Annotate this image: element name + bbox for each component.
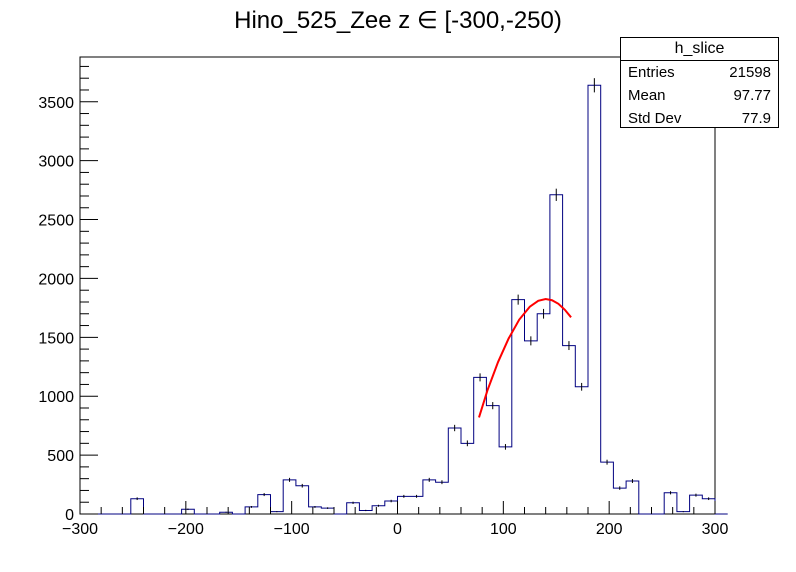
x-tick-label: 200 [596, 521, 623, 538]
y-tick-label: 0 [65, 507, 74, 524]
chart-title: Hino_525_Zee z ∈ [-300,-250) [234, 7, 562, 34]
stats-value: 21598 [729, 64, 771, 81]
y-tick-label: 3500 [38, 95, 74, 112]
stats-row-stddev: Std Dev 77.9 [621, 107, 778, 130]
stats-row-entries: Entries 21598 [621, 61, 778, 84]
stats-row-mean: Mean 97.77 [621, 84, 778, 107]
y-tick-label: 1500 [38, 330, 74, 347]
x-tick-label: 100 [490, 521, 517, 538]
y-tick-label: 1000 [38, 389, 74, 406]
stats-label: Std Dev [628, 110, 682, 127]
x-tick-label: 0 [393, 521, 402, 538]
x-tick-label: −200 [168, 521, 204, 538]
stats-value: 97.77 [733, 87, 771, 104]
x-tick-label: −300 [62, 521, 98, 538]
y-tick-label: 2500 [38, 213, 74, 230]
y-tick-label: 2000 [38, 271, 74, 288]
stats-label: Entries [628, 64, 675, 81]
stats-box: h_slice Entries 21598 Mean 97.77 Std Dev… [620, 37, 779, 128]
stats-label: Mean [628, 87, 666, 104]
x-tick-label: 300 [702, 521, 729, 538]
x-tick-label: −100 [274, 521, 310, 538]
stats-box-title: h_slice [621, 38, 778, 61]
stats-value: 77.9 [741, 110, 771, 127]
histogram-outline [80, 84, 728, 515]
y-tick-label: 3000 [38, 154, 74, 171]
fit-curve [478, 298, 572, 418]
y-tick-label: 500 [47, 448, 74, 465]
